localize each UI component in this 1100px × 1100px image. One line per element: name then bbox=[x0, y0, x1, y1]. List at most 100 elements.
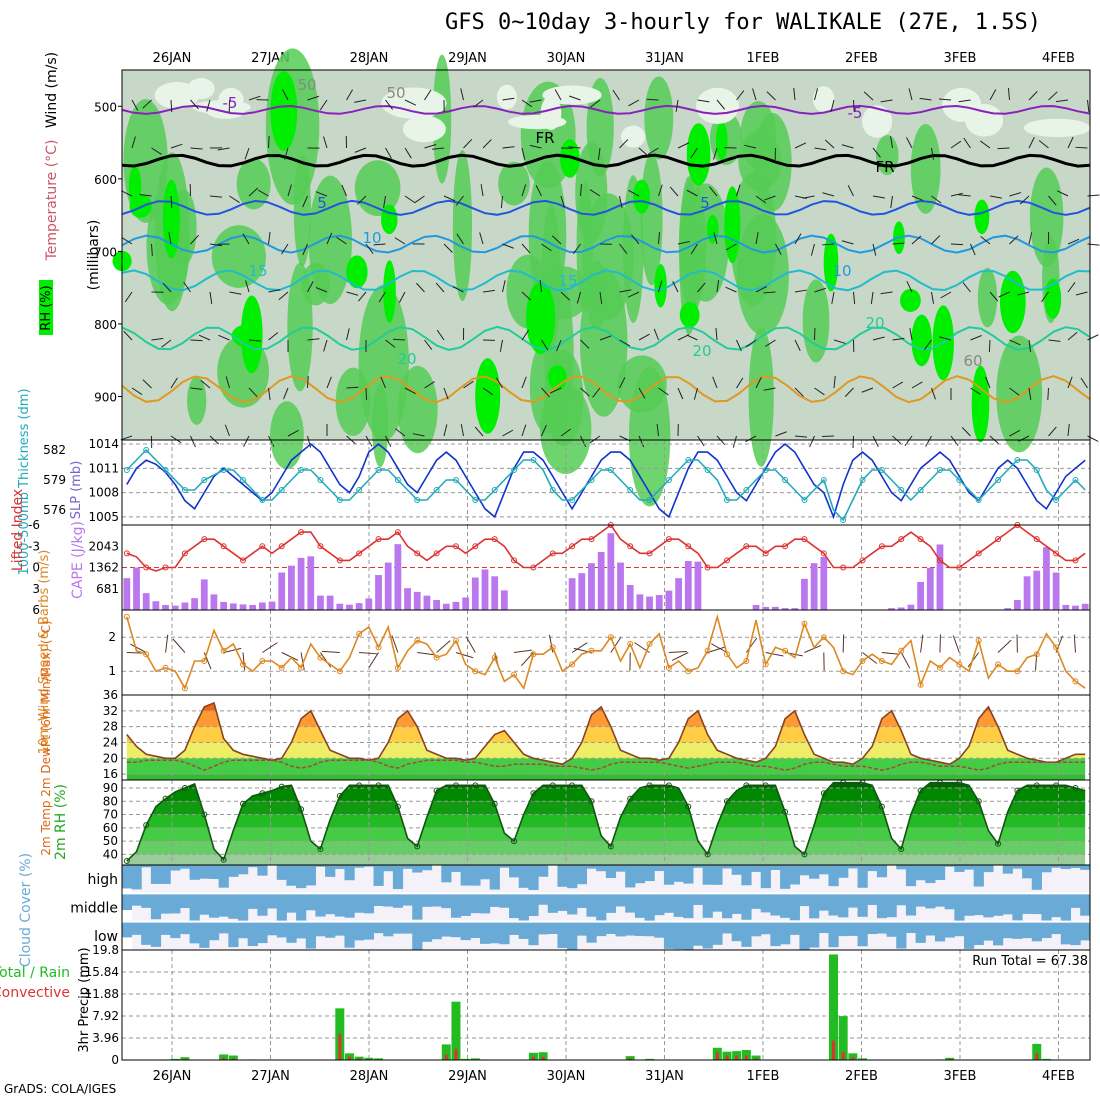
cloud-cell bbox=[1022, 865, 1033, 879]
top-date-label: 3FEB bbox=[944, 51, 977, 66]
rh-saturated-region bbox=[270, 71, 298, 151]
rh-moist-region bbox=[236, 158, 271, 210]
wind-barb bbox=[697, 282, 706, 293]
cloud-cell bbox=[944, 893, 955, 910]
wind-barb bbox=[541, 339, 549, 351]
cloud-cell bbox=[1031, 893, 1042, 915]
surface-wind-barb bbox=[417, 652, 436, 656]
wind-barb bbox=[909, 328, 913, 341]
precip-total-bar bbox=[451, 1001, 461, 1060]
cloud-cell bbox=[509, 865, 520, 878]
precip-total-bar bbox=[528, 1052, 538, 1060]
cloud-cell bbox=[315, 893, 326, 917]
cloud-cell bbox=[286, 893, 297, 913]
wind-barb bbox=[736, 377, 744, 389]
rh-saturated-region bbox=[1044, 278, 1062, 319]
cloud-cell bbox=[208, 921, 220, 941]
contour-label: FR bbox=[875, 158, 894, 176]
surface-wind-barb bbox=[165, 634, 169, 653]
precip-panel-frame bbox=[121, 949, 1091, 1061]
wind-barb bbox=[307, 375, 309, 389]
precip-convective-bar bbox=[851, 1057, 855, 1060]
wind-barb bbox=[460, 424, 464, 437]
rh-line-point bbox=[220, 856, 227, 863]
wind-barb bbox=[794, 339, 801, 352]
wind-speed-line-point bbox=[782, 647, 789, 654]
cloud-row-label: low bbox=[94, 929, 118, 945]
contour-label: 50 bbox=[386, 84, 405, 102]
cloud-cell bbox=[944, 921, 955, 938]
wind-speed-line-point bbox=[704, 647, 711, 654]
rh-moist-region bbox=[432, 54, 452, 184]
wind-barb bbox=[424, 89, 432, 101]
cloud-cell bbox=[441, 893, 452, 909]
rh-line-point bbox=[1033, 782, 1040, 789]
cloud-cell bbox=[876, 893, 888, 919]
wind-barb bbox=[970, 335, 982, 341]
wind-barb bbox=[495, 377, 503, 389]
wind-barb bbox=[535, 185, 542, 197]
cape-bar bbox=[655, 595, 663, 610]
wind-barb bbox=[690, 147, 698, 159]
cloud-cell bbox=[954, 893, 965, 922]
rh-dry-region bbox=[696, 87, 740, 125]
wind-speed-line-point bbox=[607, 634, 614, 641]
wind-barb bbox=[931, 147, 934, 160]
wind-barb bbox=[568, 146, 581, 149]
precip-convective-bar bbox=[715, 1052, 719, 1060]
temp-band bbox=[126, 702, 1086, 711]
cape-bar bbox=[675, 578, 682, 610]
cloud-cell bbox=[596, 865, 607, 872]
cape-bar bbox=[1014, 600, 1021, 610]
cloud-cell bbox=[150, 865, 162, 884]
precip-tick-label: 15.84 bbox=[85, 965, 119, 979]
lifted-index-line-point bbox=[936, 557, 943, 564]
wind-barb bbox=[242, 233, 250, 245]
thickness-line-point bbox=[181, 487, 188, 493]
cloud-cell bbox=[373, 893, 384, 906]
isotherm-line bbox=[121, 375, 1091, 404]
thickness-line-point bbox=[1014, 457, 1021, 463]
cloud-cell bbox=[1070, 893, 1081, 908]
cloud-cell bbox=[751, 921, 762, 937]
rh-line-point bbox=[317, 846, 324, 853]
wind-barb bbox=[844, 387, 854, 397]
cloud-cell bbox=[673, 893, 684, 917]
thickness-line-point bbox=[143, 447, 150, 453]
wind-barb bbox=[821, 243, 835, 246]
wind-barb bbox=[283, 387, 289, 400]
cloud-cell bbox=[615, 921, 626, 937]
wind-barb bbox=[841, 144, 854, 149]
thickness-line-point bbox=[336, 497, 343, 503]
rh-moist-region bbox=[644, 76, 674, 160]
wind-speed-line-point bbox=[917, 681, 924, 688]
wind-barb bbox=[302, 243, 308, 256]
cloud-cell bbox=[450, 865, 462, 872]
wind-barb bbox=[736, 339, 742, 352]
cloud-cell bbox=[334, 893, 345, 917]
surface-wind-barb bbox=[465, 636, 476, 653]
wind-barb bbox=[998, 291, 1010, 298]
cloud-cell bbox=[305, 893, 316, 911]
cloud-cell bbox=[170, 865, 181, 871]
wind-barb bbox=[669, 186, 679, 197]
cloud-cell bbox=[315, 921, 326, 937]
cape-bar bbox=[200, 579, 208, 610]
wind-barb bbox=[502, 280, 506, 293]
wind-barb bbox=[814, 387, 825, 396]
cloud-cell bbox=[518, 893, 529, 921]
thickness-line-point bbox=[588, 477, 595, 483]
wind-barb bbox=[357, 195, 367, 205]
wind-barb bbox=[385, 147, 392, 159]
contour-label: 5 bbox=[317, 194, 327, 212]
cloud-cell bbox=[838, 893, 849, 918]
cloud-cell bbox=[760, 921, 771, 935]
cloud-cell bbox=[809, 865, 820, 879]
cloud-cell bbox=[480, 921, 491, 944]
wind-barb bbox=[323, 136, 328, 149]
rh-saturated-region bbox=[162, 179, 180, 259]
wind-barb bbox=[619, 377, 626, 389]
cloud-cell bbox=[538, 893, 549, 905]
wind-barb bbox=[732, 435, 737, 448]
rh-band bbox=[126, 854, 1086, 865]
